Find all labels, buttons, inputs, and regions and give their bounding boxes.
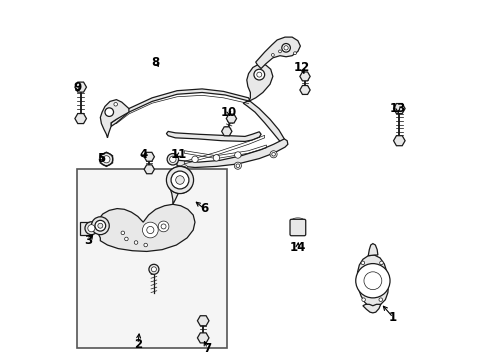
Text: 7: 7 <box>203 342 212 355</box>
Circle shape <box>176 176 184 184</box>
Polygon shape <box>393 136 405 146</box>
Circle shape <box>213 155 220 161</box>
Circle shape <box>181 165 188 172</box>
Circle shape <box>143 222 158 238</box>
Polygon shape <box>75 82 86 92</box>
Circle shape <box>103 156 110 163</box>
Circle shape <box>151 267 156 272</box>
Text: 4: 4 <box>139 148 147 162</box>
Polygon shape <box>97 204 195 251</box>
Circle shape <box>236 164 240 167</box>
Circle shape <box>271 54 274 57</box>
Circle shape <box>161 224 166 229</box>
Circle shape <box>294 52 296 55</box>
Text: 1: 1 <box>389 311 397 324</box>
Circle shape <box>279 50 281 53</box>
Circle shape <box>356 264 390 298</box>
Polygon shape <box>363 304 381 313</box>
Circle shape <box>114 103 118 106</box>
Circle shape <box>379 298 383 301</box>
Circle shape <box>124 237 128 241</box>
Polygon shape <box>197 316 209 326</box>
Polygon shape <box>368 244 378 256</box>
Polygon shape <box>256 37 300 68</box>
Polygon shape <box>393 104 405 113</box>
Bar <box>77 169 227 348</box>
Text: 8: 8 <box>151 55 159 69</box>
Text: 5: 5 <box>98 152 105 165</box>
Circle shape <box>362 298 366 301</box>
Polygon shape <box>173 139 288 167</box>
Circle shape <box>364 272 382 290</box>
Circle shape <box>270 151 277 158</box>
Circle shape <box>98 223 103 228</box>
Circle shape <box>121 231 124 235</box>
Text: 13: 13 <box>390 102 406 115</box>
Circle shape <box>95 220 106 231</box>
Text: 9: 9 <box>73 81 81 94</box>
Polygon shape <box>144 165 154 174</box>
Text: 6: 6 <box>200 202 208 215</box>
Circle shape <box>192 156 198 162</box>
Polygon shape <box>75 113 86 123</box>
Polygon shape <box>247 64 273 102</box>
Circle shape <box>85 222 98 235</box>
Text: 11: 11 <box>171 148 187 162</box>
Circle shape <box>105 108 114 116</box>
Polygon shape <box>197 333 209 343</box>
Circle shape <box>282 44 291 52</box>
Polygon shape <box>221 127 232 136</box>
Circle shape <box>284 46 288 50</box>
Polygon shape <box>358 255 389 307</box>
Circle shape <box>144 243 147 247</box>
Polygon shape <box>111 89 250 126</box>
Circle shape <box>380 261 383 265</box>
Polygon shape <box>300 86 310 94</box>
Circle shape <box>149 264 159 274</box>
Circle shape <box>147 226 154 234</box>
Circle shape <box>182 166 186 170</box>
Circle shape <box>235 152 241 158</box>
Circle shape <box>167 154 178 165</box>
Polygon shape <box>167 131 261 141</box>
Circle shape <box>167 166 194 194</box>
Circle shape <box>254 69 265 80</box>
Text: 2: 2 <box>134 338 142 351</box>
Circle shape <box>257 72 262 77</box>
Circle shape <box>361 261 365 265</box>
Circle shape <box>272 153 275 156</box>
Text: 10: 10 <box>221 105 237 119</box>
Circle shape <box>88 225 95 232</box>
Polygon shape <box>243 102 287 146</box>
Circle shape <box>134 241 138 244</box>
Polygon shape <box>79 222 92 235</box>
Polygon shape <box>300 72 310 81</box>
Text: 12: 12 <box>294 61 310 74</box>
Circle shape <box>158 221 169 232</box>
Text: 3: 3 <box>84 234 93 247</box>
Circle shape <box>170 156 176 162</box>
Text: 14: 14 <box>290 241 306 255</box>
Circle shape <box>100 153 113 166</box>
Polygon shape <box>100 100 129 138</box>
Circle shape <box>234 162 242 169</box>
Polygon shape <box>226 114 237 123</box>
Circle shape <box>171 171 189 189</box>
Circle shape <box>92 217 109 235</box>
Polygon shape <box>169 177 181 204</box>
Polygon shape <box>144 152 154 161</box>
FancyBboxPatch shape <box>290 219 306 236</box>
